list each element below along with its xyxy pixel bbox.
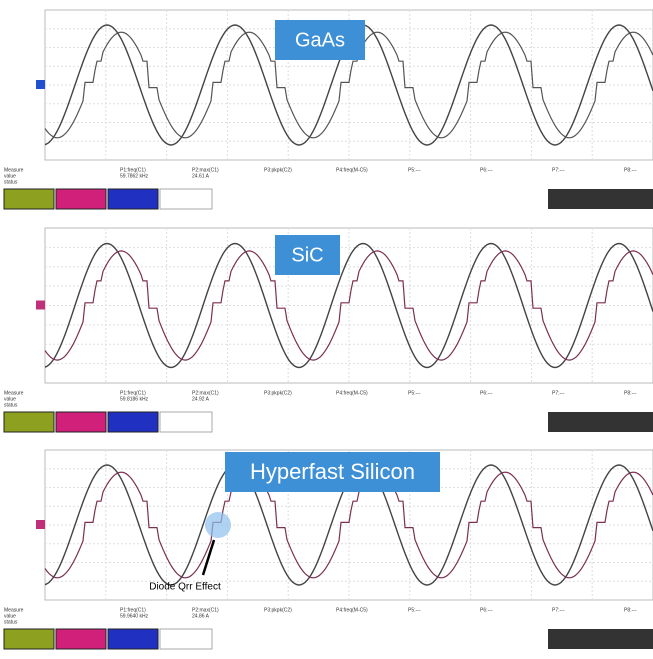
measure-value: 59.9640 kHz (120, 613, 149, 619)
panel-title: SiC (291, 244, 323, 266)
channel-marker (36, 301, 45, 310)
channel-box (160, 412, 212, 432)
channel-marker (36, 520, 45, 529)
panel-title: Hyperfast Silicon (250, 459, 415, 484)
channel-box (56, 629, 106, 649)
measure-param: P5:--- (408, 607, 421, 613)
channel-box (4, 629, 54, 649)
measure-param: P4:freq(M-C5) (336, 167, 368, 173)
measure-label: status (4, 402, 18, 408)
measure-param: P3:pkpk(C2) (264, 390, 292, 396)
measure-value: 24.92 A (192, 396, 210, 402)
channel-box (108, 412, 158, 432)
measure-param: P8:--- (624, 167, 637, 173)
channel-box (160, 189, 212, 209)
measure-param: P3:pkpk(C2) (264, 167, 292, 173)
panel-title: GaAs (295, 29, 345, 51)
timebase-box (548, 189, 653, 209)
highlight (205, 512, 231, 538)
measure-param: P5:--- (408, 167, 421, 173)
measure-param: P6:--- (480, 607, 493, 613)
measure-param: P5:--- (408, 390, 421, 396)
measure-param: P4:freq(M-C5) (336, 607, 368, 613)
measure-value: 24.61 A (192, 173, 210, 179)
channel-box (56, 412, 106, 432)
measure-param: P4:freq(M-C5) (336, 390, 368, 396)
channel-box (160, 629, 212, 649)
channel-marker (36, 80, 45, 89)
channel-box (4, 189, 54, 209)
measure-value: 59.7862 kHz (120, 173, 149, 179)
channel-box (4, 412, 54, 432)
timebase-box (548, 412, 653, 432)
annotation: Diode Qrr Effect (149, 582, 221, 593)
measure-param: P6:--- (480, 390, 493, 396)
measure-param: P3:pkpk(C2) (264, 607, 292, 613)
measure-param: P6:--- (480, 167, 493, 173)
measure-param: P8:--- (624, 390, 637, 396)
measure-param: P7:--- (552, 167, 565, 173)
measure-value: 24.86 A (192, 613, 210, 619)
measure-label: status (4, 179, 18, 185)
timebase-box (548, 629, 653, 649)
channel-box (108, 629, 158, 649)
measure-label: status (4, 619, 18, 625)
measure-param: P7:--- (552, 607, 565, 613)
measure-value: 59.8186 kHz (120, 396, 149, 402)
channel-box (108, 189, 158, 209)
measure-param: P7:--- (552, 390, 565, 396)
channel-box (56, 189, 106, 209)
measure-param: P8:--- (624, 607, 637, 613)
scope-screens: GaAsMeasurevaluestatusP1:freq(C1)P2:max(… (0, 0, 653, 659)
